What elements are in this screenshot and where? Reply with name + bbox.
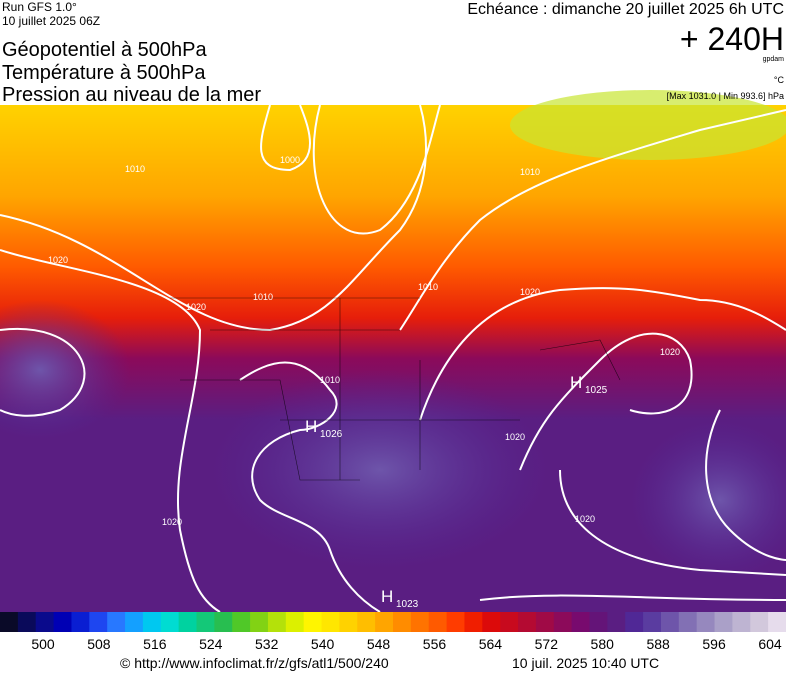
colorbar-swatch	[232, 612, 251, 632]
colorbar-swatch	[160, 612, 180, 632]
run: Run GFS 1.0°	[2, 0, 77, 14]
colorbar-swatch	[125, 612, 144, 632]
timestamp: 10 juil. 2025 10:40 UTC	[512, 655, 659, 671]
colorbar-swatch	[71, 612, 90, 632]
isobar-label: 1020	[162, 517, 182, 527]
colorbar-swatch	[303, 612, 323, 632]
colorbar-tick: 540	[311, 636, 335, 652]
colorbar-swatch	[446, 612, 465, 632]
colorbar-tick: 596	[702, 636, 726, 652]
colorbar-tick: 532	[255, 636, 279, 652]
isobar-label: 1020	[505, 432, 525, 442]
colorbar-swatch	[53, 612, 72, 632]
colorbar-swatch	[107, 612, 126, 632]
colorbar-swatch	[643, 612, 662, 632]
colorbar-swatch	[660, 612, 680, 632]
title: Pression au niveau de la mer	[2, 84, 261, 106]
colorbar-swatch	[768, 612, 786, 632]
colorbar-swatch	[535, 612, 555, 632]
colorbar-swatch	[214, 612, 233, 632]
isobar-label: 1020	[186, 302, 206, 312]
colorbar-swatch	[196, 612, 215, 632]
title: Température à 500hPa	[2, 62, 206, 84]
isobar-label: 1010	[253, 292, 273, 302]
high-letter: H	[381, 587, 393, 606]
colorbar-swatch	[35, 612, 55, 632]
colorbar-swatch	[285, 612, 305, 632]
colorbar-tick: 516	[143, 636, 167, 652]
source-url: © http://www.infoclimat.fr/z/gfs/atl1/50…	[120, 655, 389, 671]
high-value: 1023	[396, 599, 419, 610]
colorbar-swatch	[607, 612, 626, 632]
colorbar-tick: 572	[535, 636, 559, 652]
high-value: 1026	[320, 429, 343, 440]
high-letter: H	[305, 417, 317, 436]
horizon: + 240H	[680, 21, 784, 57]
colorbar-swatch	[267, 612, 287, 632]
isobar-label: 1020	[575, 514, 595, 524]
unit-temp: °C	[774, 75, 785, 85]
colorbar-tick: 604	[758, 636, 782, 652]
isobar-label: 1010	[520, 167, 540, 177]
colorbar-swatch	[410, 612, 430, 632]
colorbar-swatch	[339, 612, 358, 632]
colorbar-tick: 500	[31, 636, 55, 652]
isobar-label: 1010	[418, 282, 438, 292]
forecast: Echéance : dimanche 20 juillet 2025 6h U…	[467, 1, 784, 18]
colorbar-swatch	[464, 612, 483, 632]
colorbar-swatch	[750, 612, 769, 632]
colorbar-tick: 508	[87, 636, 111, 652]
colorbar-swatch	[571, 612, 590, 632]
colorbar-swatch	[393, 612, 412, 632]
run-date: 10 juillet 2025 06Z	[2, 14, 100, 28]
high-letter: H	[570, 373, 582, 392]
colorbar-tick: 524	[199, 636, 223, 652]
colorbar-swatch	[589, 612, 608, 632]
colorbar-swatch	[518, 612, 537, 632]
colorbar-swatch	[142, 612, 162, 632]
isobar-label: 1020	[660, 347, 680, 357]
pressure-range: [Max 1031.0 | Min 993.6] hPa	[667, 91, 784, 101]
colorbar-swatch	[732, 612, 751, 632]
colorbar-swatch	[428, 612, 448, 632]
map	[0, 90, 786, 613]
isobar-label: 1020	[520, 287, 540, 297]
colorbar-swatch	[321, 612, 340, 632]
colorbar-tick: 588	[646, 636, 670, 652]
colorbar-tick: 580	[591, 636, 615, 652]
colorbar-swatch	[482, 612, 501, 632]
unit-geo: gpdam	[763, 56, 785, 63]
isobar-label: 1010	[125, 164, 145, 174]
colorbar-swatch	[357, 612, 376, 632]
colorbar-swatch	[678, 612, 698, 632]
colorbar-tick: 548	[367, 636, 391, 652]
colorbar-swatch	[178, 612, 197, 632]
colorbar-swatch	[250, 612, 269, 632]
colorbar-swatch	[17, 612, 37, 632]
isobar-label: 1020	[48, 255, 68, 265]
colorbar-swatch	[625, 612, 644, 632]
colorbar-swatch	[375, 612, 394, 632]
colorbar-swatch	[696, 612, 716, 632]
isobar-label: 1000	[280, 155, 300, 165]
colorbar-swatch	[89, 612, 108, 632]
colorbar-swatch	[553, 612, 573, 632]
colorbar-swatch	[0, 612, 19, 632]
colorbar-tick: 564	[479, 636, 503, 652]
colorbar-swatch	[500, 612, 519, 632]
high-value: 1025	[585, 385, 608, 396]
colorbar-tick: 556	[423, 636, 447, 652]
isobar-label: 1010	[320, 375, 340, 385]
title: Géopotentiel à 500hPa	[2, 39, 207, 61]
colorbar-swatch	[714, 612, 733, 632]
